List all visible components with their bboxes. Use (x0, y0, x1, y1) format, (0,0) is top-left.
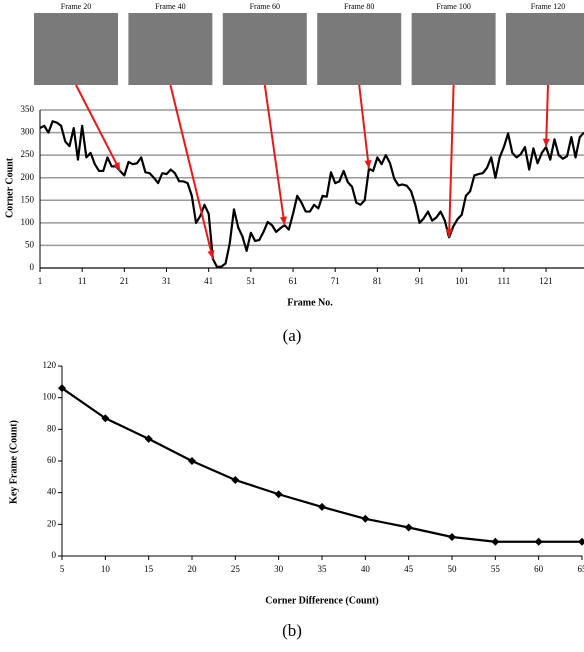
data-point (491, 537, 500, 546)
data-point (188, 457, 196, 465)
thumbnail (317, 13, 402, 85)
arrow (358, 84, 370, 169)
x-tick-label: 1 (38, 276, 43, 286)
thumbnail-label: Frame 100 (436, 2, 470, 11)
x-tick-label: 55 (491, 564, 501, 574)
x-tick-label: 60 (534, 564, 544, 574)
data-point (361, 514, 370, 523)
x-tick-label: 31 (162, 276, 171, 286)
thumbnail-label: Frame 120 (531, 2, 565, 11)
x-tick-label: 71 (331, 276, 340, 286)
x-tick-label: 5 (60, 564, 65, 574)
x-tick-label: 111 (497, 276, 510, 286)
y-tick-label: 0 (52, 550, 57, 560)
data-point (578, 537, 584, 546)
x-axis-title: Frame No. (287, 297, 333, 308)
arrow (75, 84, 122, 172)
x-tick-label: 81 (373, 276, 382, 286)
arrow (448, 84, 455, 238)
arrow-head (113, 161, 121, 171)
data-point (404, 523, 413, 532)
caption: (a) (283, 326, 302, 345)
y-tick-label: 80 (47, 423, 57, 433)
y-tick-label: 60 (47, 455, 57, 465)
y-tick-label: 20 (47, 518, 57, 528)
x-axis-title: Corner Difference (Count) (265, 595, 379, 606)
x-tick-label: 10 (101, 564, 111, 574)
x-tick-label: 20 (188, 564, 198, 574)
x-tick-label: 21 (120, 276, 129, 286)
data-point (144, 434, 153, 443)
x-tick-label: 40 (361, 564, 371, 574)
x-tick-label: 61 (289, 276, 298, 286)
data-point (534, 537, 543, 546)
y-tick-label: 0 (30, 262, 35, 272)
thumbnail (222, 13, 307, 85)
y-tick-label: 250 (21, 149, 35, 159)
data-line (61, 387, 582, 543)
thumbnail-label: Frame 20 (61, 2, 91, 11)
arrow (169, 84, 214, 260)
thumbnail-label: Frame 80 (344, 2, 374, 11)
x-tick-label: 11 (78, 276, 87, 286)
x-tick-label: 30 (274, 564, 284, 574)
x-tick-label: 65 (578, 564, 584, 574)
arrow (263, 84, 286, 226)
arrow-head (207, 250, 215, 259)
thumbnail (128, 13, 213, 85)
thumbnail (34, 13, 118, 85)
y-tick-label: 200 (21, 172, 35, 182)
x-tick-label: 25 (231, 564, 241, 574)
caption: (b) (282, 621, 302, 640)
y-tick-label: 300 (21, 127, 35, 137)
thumbnail-label: Frame 60 (250, 2, 280, 11)
y-tick-label: 50 (25, 239, 35, 249)
x-tick-label: 101 (455, 276, 469, 286)
x-tick-label: 50 (448, 564, 458, 574)
x-tick-label: 15 (144, 564, 154, 574)
arrow-head (445, 228, 453, 238)
y-axis-title: Key Frame (Count) (8, 420, 19, 504)
x-tick-label: 51 (246, 276, 255, 286)
arrow-head (364, 160, 372, 169)
y-tick-label: 40 (47, 487, 57, 497)
y-tick-label: 120 (43, 360, 57, 370)
data-line (39, 120, 584, 269)
y-axis-title: Corner Count (4, 157, 15, 218)
x-tick-label: 41 (204, 276, 213, 286)
data-point (274, 490, 283, 499)
x-tick-label: 35 (318, 564, 328, 574)
arrow-head (279, 216, 287, 226)
x-tick-label: 91 (415, 276, 424, 286)
arrow (545, 84, 549, 148)
data-point (58, 384, 66, 393)
x-tick-label: 121 (539, 276, 553, 286)
y-tick-label: 150 (21, 194, 35, 204)
y-tick-label: 100 (21, 217, 35, 227)
data-point (318, 502, 326, 511)
data-point (448, 533, 456, 541)
y-tick-label: 350 (21, 104, 35, 114)
thumbnail-label: Frame 40 (155, 2, 185, 11)
thumbnail (506, 13, 584, 85)
y-tick-label: 100 (43, 392, 57, 402)
x-tick-label: 45 (404, 564, 414, 574)
data-point (231, 476, 240, 484)
arrow-head (542, 138, 550, 148)
data-point (101, 414, 110, 423)
thumbnail (411, 13, 496, 85)
